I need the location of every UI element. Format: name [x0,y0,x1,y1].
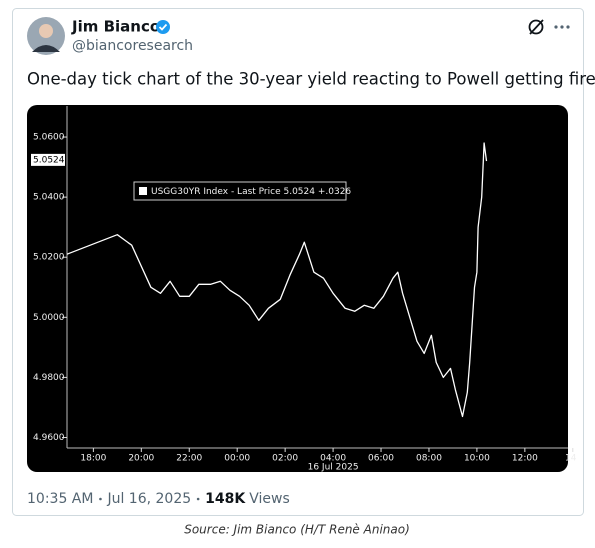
last-price-label: 5.0524 [33,155,65,165]
tweet-date[interactable]: Jul 16, 2025 [106,491,191,507]
views-count: 148K [205,491,246,507]
grok-icon[interactable] [528,19,544,35]
chart: 4.9600 4.9800 5.0000 5.0200 5.0400 5.0600 18:0… [31,106,577,473]
x-tick-label: 20:00 [128,454,154,464]
x-tick-label: 02:00 [272,454,298,464]
badge-check [158,23,168,31]
legend-box [133,181,347,201]
handle[interactable]: @biancoresearch [72,38,193,54]
y-tick-label: 4.9600 [33,433,65,443]
tweet-meta: 10:35 AM Jul 16, 2025 148K Views [27,491,290,507]
views-label: Views [249,491,290,507]
x-tick-label: 04:00 [320,454,346,464]
more-dot [560,25,564,29]
y-tick-label: 5.0400 [33,193,65,203]
more-dot [566,25,570,29]
x-tick-label: 22:00 [176,454,202,464]
price-line [66,142,488,418]
grok-slash [529,19,544,35]
x-tick-label: 14 [565,454,577,464]
verified-badge [156,20,170,34]
avatar-body [32,45,60,52]
y-tick-label: 5.0000 [33,313,65,323]
tweet-text: One-day tick chart of the 30-year yield … [27,70,595,89]
caption: Source: Jim Bianco (H/T Renè Aninao) [184,523,410,537]
author[interactable]: Jim Bianco [71,18,160,36]
x-tick-label: 18:00 [80,454,106,464]
y-tick-label: 4.9800 [33,373,65,383]
x-tick-label: 12:00 [512,454,538,464]
separator [99,497,102,501]
x-tick-label: 10:00 [464,454,490,464]
x-tick-label: 06:00 [368,454,394,464]
separator [196,497,200,501]
tweet-time[interactable]: 10:35 AM [27,491,93,507]
avatar-face [39,24,53,38]
y-tick-label: 5.0600 [33,133,65,143]
legend-swatch [139,187,147,195]
last-price-tag [31,153,65,166]
legend-text: USGG30YR Index - Last Price 5.0524 +.032… [151,187,351,197]
more-dot[interactable] [554,25,558,29]
x-tick-label: 00:00 [224,454,250,464]
x-sublabel: 16 Jul 2025 [308,463,359,473]
x-tick-label: 08:00 [416,454,442,464]
y-tick-label: 5.0200 [33,253,65,263]
